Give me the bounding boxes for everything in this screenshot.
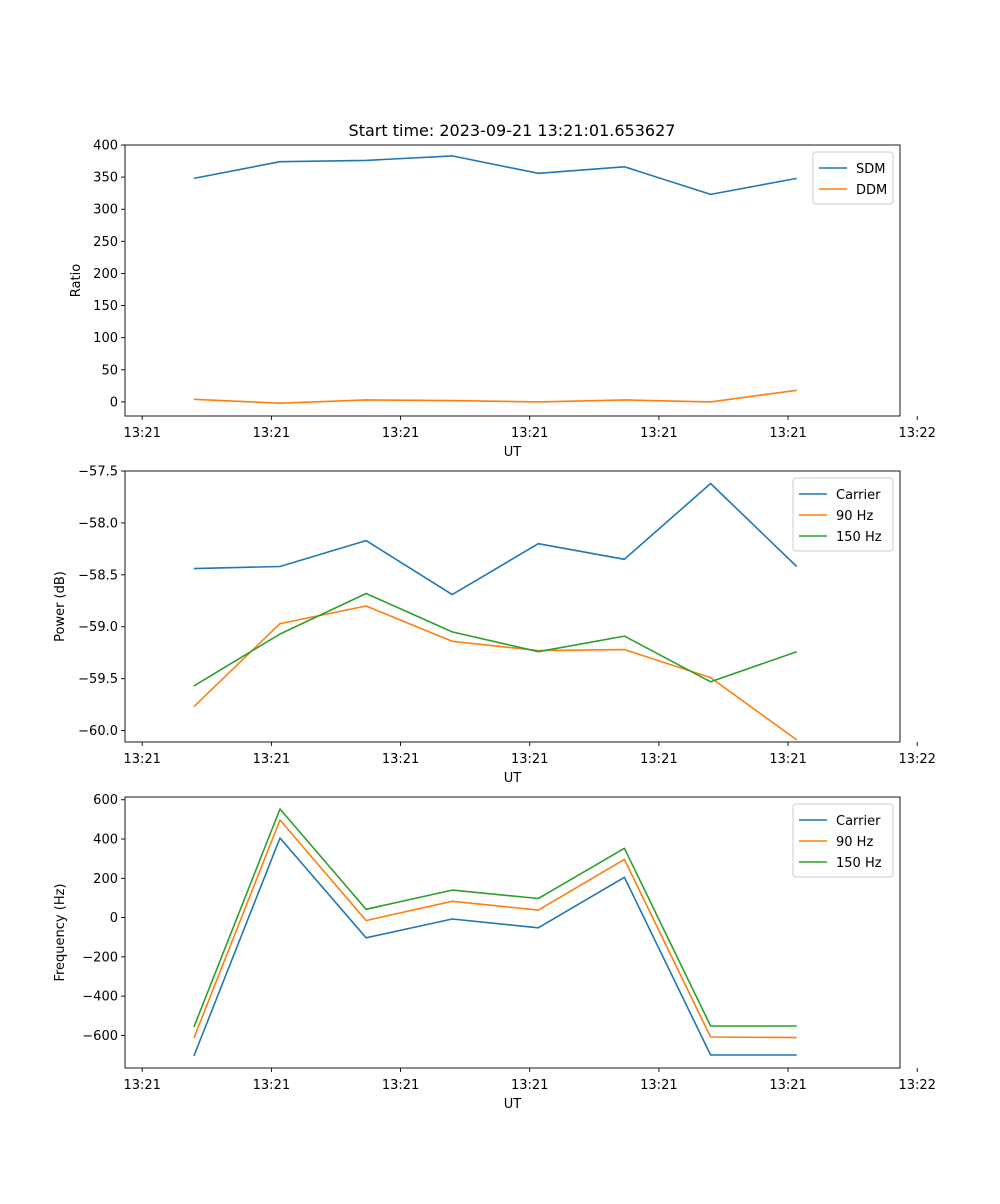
x-tick-label: 13:21 xyxy=(511,752,548,767)
legend-label: Carrier xyxy=(836,814,881,829)
y-tick-label: 0 xyxy=(110,911,118,926)
y-axis-label: Ratio xyxy=(69,264,84,297)
y-tick-label: −600 xyxy=(82,1029,118,1044)
x-tick-label: 13:21 xyxy=(253,1078,290,1093)
legend: Carrier 90 Hz 150 Hz xyxy=(792,477,894,552)
y-tick-label: −59.0 xyxy=(78,620,118,635)
legend-label: 90 Hz xyxy=(836,509,873,524)
x-tick-label: 13:21 xyxy=(769,1078,806,1093)
y-tick-label: −58.5 xyxy=(78,568,118,583)
y-axis-label: Power (dB) xyxy=(53,571,68,642)
series-line-carrier xyxy=(193,482,798,596)
y-tick-label: −60.0 xyxy=(78,724,118,739)
y-tick-label: −57.5 xyxy=(78,465,118,480)
series-line-150-hz xyxy=(193,592,797,687)
chart-panel-1: 13:21 13:21 13:21 13:21 13:21 13:21 13:22 0 50 10… xyxy=(69,139,936,461)
x-tick-label: 13:21 xyxy=(123,1078,160,1093)
plot-frame xyxy=(124,470,901,743)
series-line-90-hz xyxy=(193,819,797,1039)
x-tick-label: 13:21 xyxy=(253,426,290,441)
legend: Carrier 90 Hz 150 Hz xyxy=(792,803,894,878)
y-tick-label: −58.0 xyxy=(78,516,118,531)
series-line-carrier xyxy=(193,837,797,1057)
x-tick-label: 13:21 xyxy=(253,752,290,767)
y-tick-label: −200 xyxy=(82,950,118,965)
x-tick-label: 13:21 xyxy=(769,426,806,441)
x-tick-label: 13:21 xyxy=(123,426,160,441)
y-tick-label: 100 xyxy=(93,331,118,346)
x-tick-label: 13:21 xyxy=(382,426,419,441)
series-line-sdm xyxy=(193,155,797,196)
y-tick-label: 50 xyxy=(101,363,118,378)
x-tick-label: 13:21 xyxy=(640,1078,677,1093)
y-tick-label: 350 xyxy=(93,171,118,186)
x-axis-label: UT xyxy=(504,1097,522,1112)
legend-label: 90 Hz xyxy=(836,835,873,850)
x-tick-label: 13:21 xyxy=(382,752,419,767)
legend-label: SDM xyxy=(856,162,885,177)
y-tick-label: 150 xyxy=(93,299,118,314)
x-tick-label: 13:21 xyxy=(382,1078,419,1093)
x-tick-label: 13:21 xyxy=(640,752,677,767)
legend-label: 150 Hz xyxy=(836,856,882,871)
x-tick-label: 13:21 xyxy=(123,752,160,767)
x-tick-label: 13:22 xyxy=(898,752,935,767)
y-tick-label: 300 xyxy=(93,203,118,218)
legend: SDM DDM xyxy=(812,151,894,205)
series-line-90-hz xyxy=(193,605,798,741)
x-tick-label: 13:22 xyxy=(898,426,935,441)
legend-label: Carrier xyxy=(836,488,881,503)
y-tick-label: 400 xyxy=(93,139,118,154)
legend-label: DDM xyxy=(856,183,887,198)
legend-box xyxy=(792,803,894,878)
x-tick-label: 13:21 xyxy=(511,1078,548,1093)
plot-frame xyxy=(124,796,901,1069)
x-tick-label: 13:21 xyxy=(769,752,806,767)
series-line-ddm xyxy=(193,389,797,405)
series-line-150-hz xyxy=(193,808,797,1028)
y-tick-label: −400 xyxy=(82,990,118,1005)
y-tick-label: 0 xyxy=(110,395,118,410)
legend-box xyxy=(792,477,894,552)
chart-panel-2: 13:21 13:21 13:21 13:21 13:21 13:21 13:22 −60.0… xyxy=(53,465,936,787)
y-tick-label: 250 xyxy=(93,235,118,250)
legend-box xyxy=(812,151,894,205)
figure-title: Start time: 2023-09-21 13:21:01.653627 xyxy=(349,121,676,140)
y-axis-label: Frequency (Hz) xyxy=(53,883,68,981)
y-tick-label: −59.5 xyxy=(78,672,118,687)
legend-label: 150 Hz xyxy=(836,530,882,545)
x-axis-label: UT xyxy=(504,771,522,786)
chart-panel-3: 13:21 13:21 13:21 13:21 13:21 13:21 13:22 −600 −… xyxy=(53,793,936,1112)
x-tick-label: 13:21 xyxy=(640,426,677,441)
y-tick-label: 200 xyxy=(93,872,118,887)
x-tick-label: 13:21 xyxy=(511,426,548,441)
x-axis-label: UT xyxy=(504,445,522,460)
x-tick-label: 13:22 xyxy=(898,1078,935,1093)
plot-frame xyxy=(124,144,901,417)
y-tick-label: 400 xyxy=(93,833,118,848)
y-tick-label: 200 xyxy=(93,267,118,282)
y-tick-label: 600 xyxy=(93,793,118,808)
